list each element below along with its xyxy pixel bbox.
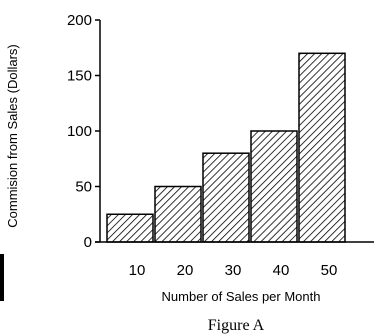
x-ticks-group: 10 20 30 40 50	[129, 262, 338, 279]
y-ticks-group: 0 50 100 150 200	[67, 12, 100, 251]
left-black-marker	[0, 254, 4, 301]
x-tick-label: 10	[129, 262, 146, 279]
bar-20	[154, 185, 202, 243]
bar-50	[298, 52, 346, 243]
bar-10	[106, 213, 154, 243]
bar-30	[202, 152, 250, 243]
figure-caption: Figure A	[208, 317, 265, 334]
x-tick-label: 50	[321, 262, 338, 279]
y-tick-label: 100	[67, 123, 92, 140]
x-tick-label: 30	[225, 262, 242, 279]
y-axis-label: Commision from Sales (Dollars)	[5, 44, 20, 227]
x-tick-label: 40	[273, 262, 290, 279]
bar-40	[250, 130, 298, 243]
y-tick-label: 0	[84, 234, 92, 251]
y-tick-label: 50	[75, 179, 92, 196]
x-tick-label: 20	[177, 262, 194, 279]
bars-group	[106, 52, 346, 243]
x-axis-label: Number of Sales per Month	[162, 289, 321, 304]
y-tick-label: 200	[67, 12, 92, 29]
y-tick-label: 150	[67, 68, 92, 85]
